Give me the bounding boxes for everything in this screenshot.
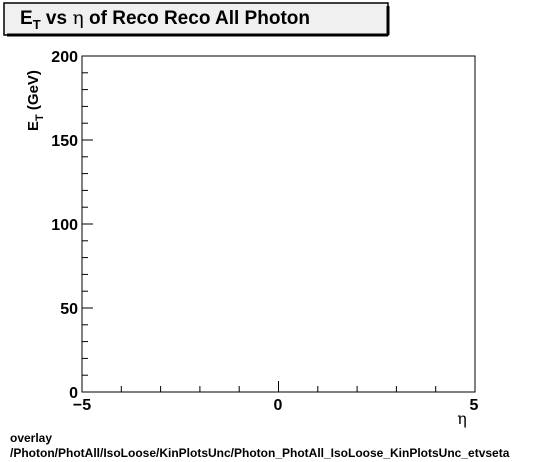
x-tick-label-0: 0	[274, 397, 283, 414]
x-tick-label-neg5: −5	[73, 397, 91, 414]
title-vs: vs	[41, 8, 73, 29]
footer-line-1: overlay	[10, 431, 52, 445]
chart-title: ET vs η of Reco Reco All Photon	[20, 7, 310, 32]
x-tick-label-5: 5	[470, 397, 479, 414]
title-eta: η	[72, 7, 83, 29]
plot-frame	[81, 55, 476, 393]
title-box: ET vs η of Reco Reco All Photon	[3, 2, 390, 37]
title-e: E	[20, 8, 33, 29]
y-tick-label-50: 50	[60, 301, 78, 318]
y-label-e: E	[25, 121, 42, 131]
y-tick-label-0: 0	[69, 385, 78, 402]
y-label-unit: (GeV)	[25, 70, 42, 114]
footer-line-2: /Photon/PhotAll/IsoLoose/KinPlotsUnc/Pho…	[10, 446, 510, 460]
title-sub-t: T	[33, 17, 41, 32]
axis-ticks	[81, 55, 476, 393]
y-tick-label-150: 150	[51, 133, 78, 150]
footer: overlay /Photon/PhotAll/IsoLoose/KinPlot…	[10, 431, 510, 460]
title-suffix: of Reco Reco All Photon	[84, 8, 310, 29]
y-tick-label-100: 100	[51, 217, 78, 234]
y-label-sub-t: T	[34, 114, 46, 121]
y-axis-label: ET (GeV)	[25, 70, 46, 131]
y-tick-labels: 0 50 100 150 200	[51, 49, 78, 402]
x-tick-labels: −5 0 5	[73, 397, 479, 414]
x-axis-label: η	[457, 409, 467, 428]
y-tick-label-200: 200	[51, 49, 78, 66]
